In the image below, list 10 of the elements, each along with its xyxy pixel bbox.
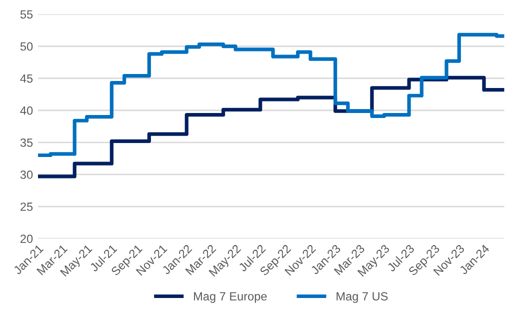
y-tick-label: 35 — [20, 138, 33, 147]
y-tick-label: 20 — [20, 234, 33, 243]
y-tick-label: 40 — [20, 106, 33, 115]
y-tick-label: 30 — [20, 170, 33, 179]
y-tick-label: 45 — [20, 74, 33, 83]
y-tick-label: 55 — [20, 10, 33, 19]
legend-label: Mag 7 Europe — [194, 292, 267, 303]
y-tick-label: 25 — [20, 202, 33, 211]
legend-label: Mag 7 US — [336, 292, 388, 303]
y-tick-label: 50 — [20, 42, 33, 51]
